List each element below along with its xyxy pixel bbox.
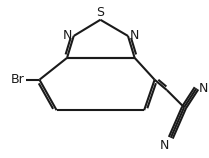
Text: S: S [96, 6, 104, 19]
Text: N: N [62, 29, 72, 43]
Text: N: N [198, 82, 208, 95]
Text: N: N [130, 29, 139, 43]
Text: Br: Br [10, 73, 24, 86]
Text: N: N [159, 139, 169, 152]
